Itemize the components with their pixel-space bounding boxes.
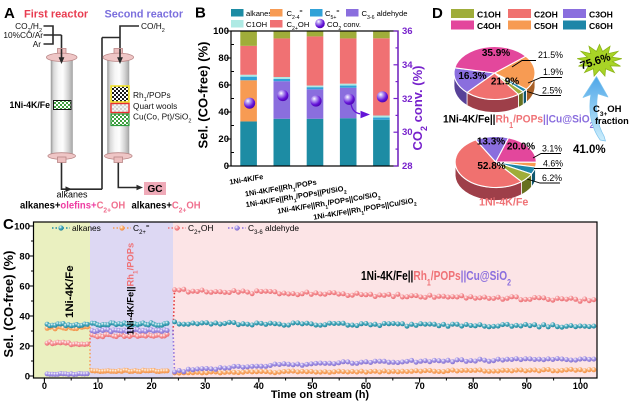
svg-text:20: 20 xyxy=(218,134,229,145)
svg-text:4.6%: 4.6% xyxy=(543,159,563,169)
svg-text:20: 20 xyxy=(19,341,30,352)
svg-text:C3OH: C3OH xyxy=(589,10,613,20)
svg-text:1.9%: 1.9% xyxy=(543,67,563,77)
svg-text:90: 90 xyxy=(522,381,532,391)
svg-text:32: 32 xyxy=(402,94,413,105)
svg-text:10%CO/Ar: 10%CO/Ar xyxy=(3,30,43,40)
svg-text:C6OH: C6OH xyxy=(589,21,613,31)
svg-text:1Ni-4K/Fe||Rh1/POPs||Cu@SiO2: 1Ni-4K/Fe||Rh1/POPs||Cu@SiO2 xyxy=(443,113,594,129)
svg-text:GC: GC xyxy=(148,184,163,195)
svg-text:C2+OH: C2+OH xyxy=(287,20,310,32)
svg-text:50: 50 xyxy=(307,381,317,391)
svg-text:C5OH: C5OH xyxy=(534,21,558,31)
svg-text:alkanes: alkanes xyxy=(72,223,101,233)
svg-text:Cu(Co, Pt)/SiO2: Cu(Co, Pt)/SiO2 xyxy=(133,112,191,125)
svg-text:0: 0 xyxy=(42,381,47,391)
svg-text:80: 80 xyxy=(218,53,229,64)
svg-text:35.9%: 35.9% xyxy=(482,48,510,59)
svg-text:80: 80 xyxy=(19,251,30,262)
svg-text:21.9%: 21.9% xyxy=(491,77,519,88)
svg-text:C: C xyxy=(3,216,14,233)
svg-text:Rh1/POPs: Rh1/POPs xyxy=(133,90,171,103)
svg-text:alkanes+C2+OH: alkanes+C2+OH xyxy=(132,200,201,214)
svg-text:CO/H2: CO/H2 xyxy=(141,21,165,34)
svg-text:C5+=: C5+= xyxy=(325,9,339,21)
svg-text:1Ni-4K/Fe: 1Ni-4K/Fe xyxy=(229,172,264,187)
svg-text:C2OH: C2OH xyxy=(534,10,558,20)
svg-text:C1OH: C1OH xyxy=(477,10,501,20)
svg-text:2.5%: 2.5% xyxy=(542,86,562,96)
svg-text:1Ni-4K/Fe: 1Ni-4K/Fe xyxy=(64,265,76,318)
svg-text:Ar: Ar xyxy=(33,39,42,49)
svg-text:41.0%: 41.0% xyxy=(573,144,606,156)
svg-text:28: 28 xyxy=(402,161,413,172)
svg-text:Quart wools: Quart wools xyxy=(133,101,177,111)
svg-text:20: 20 xyxy=(146,381,156,391)
svg-text:40: 40 xyxy=(218,107,229,118)
svg-text:60: 60 xyxy=(19,281,30,292)
svg-text:Sel. (CO-free) (%): Sel. (CO-free) (%) xyxy=(1,251,16,358)
svg-text:alkanes: alkanes xyxy=(246,9,272,18)
svg-text:34: 34 xyxy=(402,60,413,71)
svg-text:CO2/H2: CO2/H2 xyxy=(15,21,42,34)
svg-text:1Ni-4K/Fe||Rh1/POPs: 1Ni-4K/Fe||Rh1/POPs xyxy=(125,243,140,335)
svg-text:Time on stream (h): Time on stream (h) xyxy=(271,389,370,401)
svg-text:1Ni-4K/Fe||Rh1/POPs||Cu@SiO2: 1Ni-4K/Fe||Rh1/POPs||Cu@SiO2 xyxy=(361,269,511,287)
svg-text:13.3%: 13.3% xyxy=(477,137,505,148)
svg-text:CO2 conv. (%): CO2 conv. (%) xyxy=(410,66,429,151)
svg-text:D: D xyxy=(432,5,443,22)
svg-text:80: 80 xyxy=(468,381,478,391)
svg-text:52.8%: 52.8% xyxy=(477,161,505,172)
svg-text:0: 0 xyxy=(224,161,229,172)
svg-text:A: A xyxy=(4,5,15,22)
svg-text:B: B xyxy=(195,5,206,22)
svg-text:30: 30 xyxy=(200,381,210,391)
svg-text:6.2%: 6.2% xyxy=(542,173,562,183)
svg-text:36: 36 xyxy=(402,26,413,37)
svg-text:100: 100 xyxy=(213,26,229,37)
svg-text:Second reactor: Second reactor xyxy=(105,9,184,21)
svg-text:fraction: fraction xyxy=(595,116,629,126)
svg-text:70: 70 xyxy=(414,381,424,391)
svg-text:C1OH: C1OH xyxy=(246,20,267,29)
svg-text:16.3%: 16.3% xyxy=(458,71,486,82)
svg-text:0: 0 xyxy=(25,371,30,382)
svg-text:First reactor: First reactor xyxy=(24,9,89,21)
svg-text:60: 60 xyxy=(218,80,229,91)
svg-text:3.1%: 3.1% xyxy=(542,144,562,154)
svg-text:40: 40 xyxy=(254,381,264,391)
svg-text:10: 10 xyxy=(93,381,103,391)
svg-text:alkanes: alkanes xyxy=(56,190,88,200)
svg-text:30: 30 xyxy=(402,127,413,138)
svg-text:40: 40 xyxy=(19,311,30,322)
svg-text:C3-6 aldehyde: C3-6 aldehyde xyxy=(362,9,408,21)
svg-text:20.0%: 20.0% xyxy=(507,142,535,153)
svg-text:alkanes+olefins+C2+OH: alkanes+olefins+C2+OH xyxy=(20,200,125,214)
svg-text:C2-4=: C2-4= xyxy=(287,9,303,21)
svg-text:C2+=: C2+= xyxy=(133,223,150,236)
svg-text:1Ni-4K/Fe: 1Ni-4K/Fe xyxy=(10,100,51,110)
svg-text:Sel. (CO-free) (%): Sel. (CO-free) (%) xyxy=(196,42,211,149)
svg-text:100: 100 xyxy=(573,381,588,391)
svg-text:21.5%: 21.5% xyxy=(538,50,563,60)
svg-text:1Ni-4K/Fe: 1Ni-4K/Fe xyxy=(479,197,528,209)
svg-text:100: 100 xyxy=(14,221,30,232)
svg-text:60: 60 xyxy=(361,381,371,391)
svg-text:C4OH: C4OH xyxy=(477,21,501,31)
svg-text:CO2 conv.: CO2 conv. xyxy=(327,20,361,32)
